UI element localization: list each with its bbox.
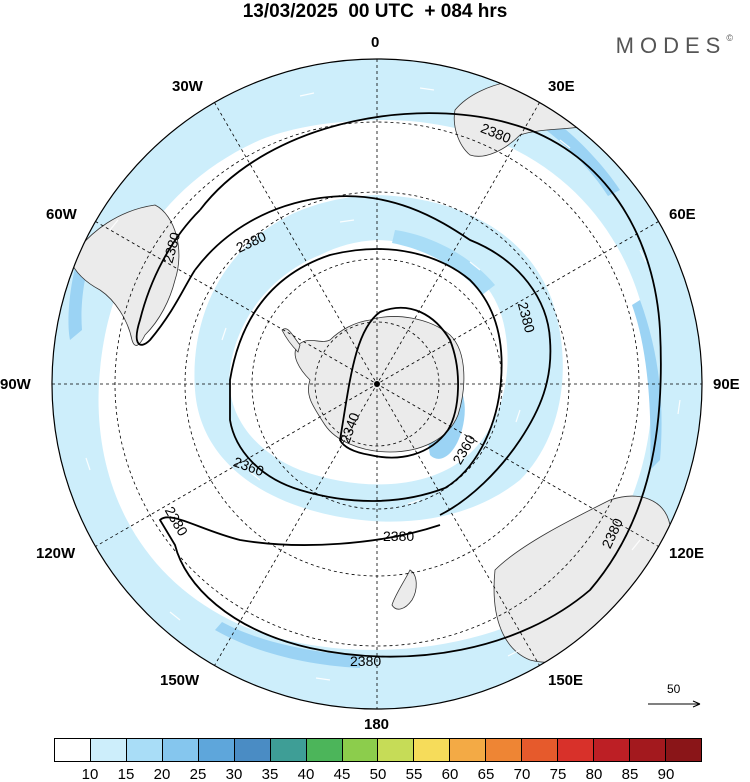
wind-vectors bbox=[85, 87, 681, 681]
contour-2360 bbox=[229, 248, 503, 502]
wind-arrow bbox=[249, 471, 261, 481]
colorbar-tick-label: 50 bbox=[369, 766, 387, 782]
wind-arrow bbox=[407, 499, 421, 505]
colorbar-tick-label: 85 bbox=[621, 766, 639, 782]
wind-scale-arrow bbox=[648, 700, 701, 708]
colorbar-swatch bbox=[162, 739, 199, 761]
height-contours bbox=[135, 112, 662, 658]
colorbar-swatch bbox=[306, 739, 343, 761]
meridian-label-90e: 90E bbox=[713, 376, 740, 393]
colorbar-swatch bbox=[342, 739, 379, 761]
contour-label: 2380 bbox=[160, 230, 184, 264]
wind-arrow bbox=[639, 249, 647, 263]
meridian-label-30e: 30E bbox=[548, 78, 575, 95]
contour-outer-2380 bbox=[158, 112, 662, 658]
colorbar-tick-label: 70 bbox=[513, 766, 531, 782]
wind-arrow bbox=[507, 649, 521, 657]
meridian-label-90w: 90W bbox=[0, 376, 31, 393]
wind-arrow bbox=[469, 261, 481, 271]
colorbar-swatch bbox=[90, 739, 127, 761]
meridian-label-150e: 150E bbox=[548, 672, 584, 689]
contour-label: 2380 bbox=[383, 528, 414, 544]
colorbar-tick-label: 75 bbox=[549, 766, 567, 782]
colorbar-swatch bbox=[270, 739, 307, 761]
meridian-label-120e: 120E bbox=[669, 545, 705, 562]
colorbar-swatch bbox=[558, 739, 595, 761]
shading-patch-south bbox=[215, 622, 360, 668]
contour-west-2380 bbox=[135, 209, 201, 346]
colorbar-swatch bbox=[594, 739, 630, 761]
wind-arrow bbox=[299, 92, 315, 97]
colorbar-tick-label: 25 bbox=[189, 766, 207, 782]
colorbar-swatch bbox=[198, 739, 235, 761]
south-america-land bbox=[69, 204, 180, 346]
colorbar-tick-label: 65 bbox=[477, 766, 495, 782]
south-pole-marker bbox=[374, 381, 380, 387]
new-zealand-land bbox=[391, 569, 417, 610]
colorbar-tick-label: 45 bbox=[333, 766, 351, 782]
colorbar-swatch bbox=[522, 739, 559, 761]
wind-arrow bbox=[515, 409, 521, 423]
colorbar-tick-label: 30 bbox=[225, 766, 243, 782]
wind-scale-value: 50 bbox=[667, 682, 681, 696]
meridian-label-150w: 150W bbox=[160, 672, 200, 689]
wind-arrow bbox=[169, 611, 181, 621]
colorbar-tick-label: 90 bbox=[657, 766, 675, 782]
colorbar-tick-label: 55 bbox=[405, 766, 423, 782]
colorbar-tick-label: 20 bbox=[153, 766, 171, 782]
colorbar-swatch bbox=[450, 739, 487, 761]
colorbar-swatch bbox=[55, 739, 91, 761]
meridian-label-60e: 60E bbox=[669, 206, 696, 223]
colorbar-tick-label: 40 bbox=[297, 766, 315, 782]
colorbar-swatch bbox=[126, 739, 163, 761]
colorbar-swatch bbox=[630, 739, 666, 761]
colorbar-swatch bbox=[378, 739, 415, 761]
wind-arrow bbox=[559, 139, 571, 149]
brand-name: MODES bbox=[615, 33, 727, 58]
colorbar bbox=[54, 738, 702, 762]
colorbar-swatch bbox=[234, 739, 271, 761]
meridian-label-180: 180 bbox=[364, 716, 390, 733]
contour-2340 bbox=[339, 307, 459, 459]
meridian-label-120w: 120W bbox=[36, 545, 76, 562]
wind-arrow bbox=[419, 87, 435, 91]
colorbar-tick-label: 10 bbox=[81, 766, 99, 782]
meridian-label-0: 0 bbox=[371, 34, 380, 51]
wind-arrow bbox=[631, 539, 641, 551]
contour-label: 2380 bbox=[515, 300, 539, 334]
contour-label: 2380 bbox=[350, 653, 381, 669]
colorbar-swatch bbox=[486, 739, 523, 761]
copyright-mark: © bbox=[726, 33, 733, 43]
colorbar-tick-label: 35 bbox=[261, 766, 279, 782]
meridian-label-30w: 30W bbox=[172, 78, 203, 95]
wind-arrow bbox=[677, 399, 681, 415]
colorbar-tick-label: 80 bbox=[585, 766, 603, 782]
contour-inner-2380 bbox=[194, 195, 552, 516]
meridian-label-60w: 60W bbox=[46, 206, 77, 223]
wind-arrow bbox=[315, 677, 331, 681]
colorbar-tick-label: 15 bbox=[117, 766, 135, 782]
wind-arrow bbox=[339, 219, 355, 223]
wind-arrow bbox=[85, 457, 91, 471]
shading-patch-ring bbox=[632, 300, 662, 470]
forecast-title: 13/03/2025 00 UTC + 084 hrs bbox=[242, 1, 508, 22]
map-boundary bbox=[51, 58, 703, 710]
colorbar-swatch bbox=[665, 739, 701, 761]
colorbar-tick-label: 60 bbox=[441, 766, 459, 782]
wind-arrow bbox=[221, 327, 227, 341]
colorbar-swatch bbox=[414, 739, 451, 761]
brand-logo: MODES© bbox=[616, 33, 733, 59]
wind-arrow bbox=[109, 219, 119, 231]
